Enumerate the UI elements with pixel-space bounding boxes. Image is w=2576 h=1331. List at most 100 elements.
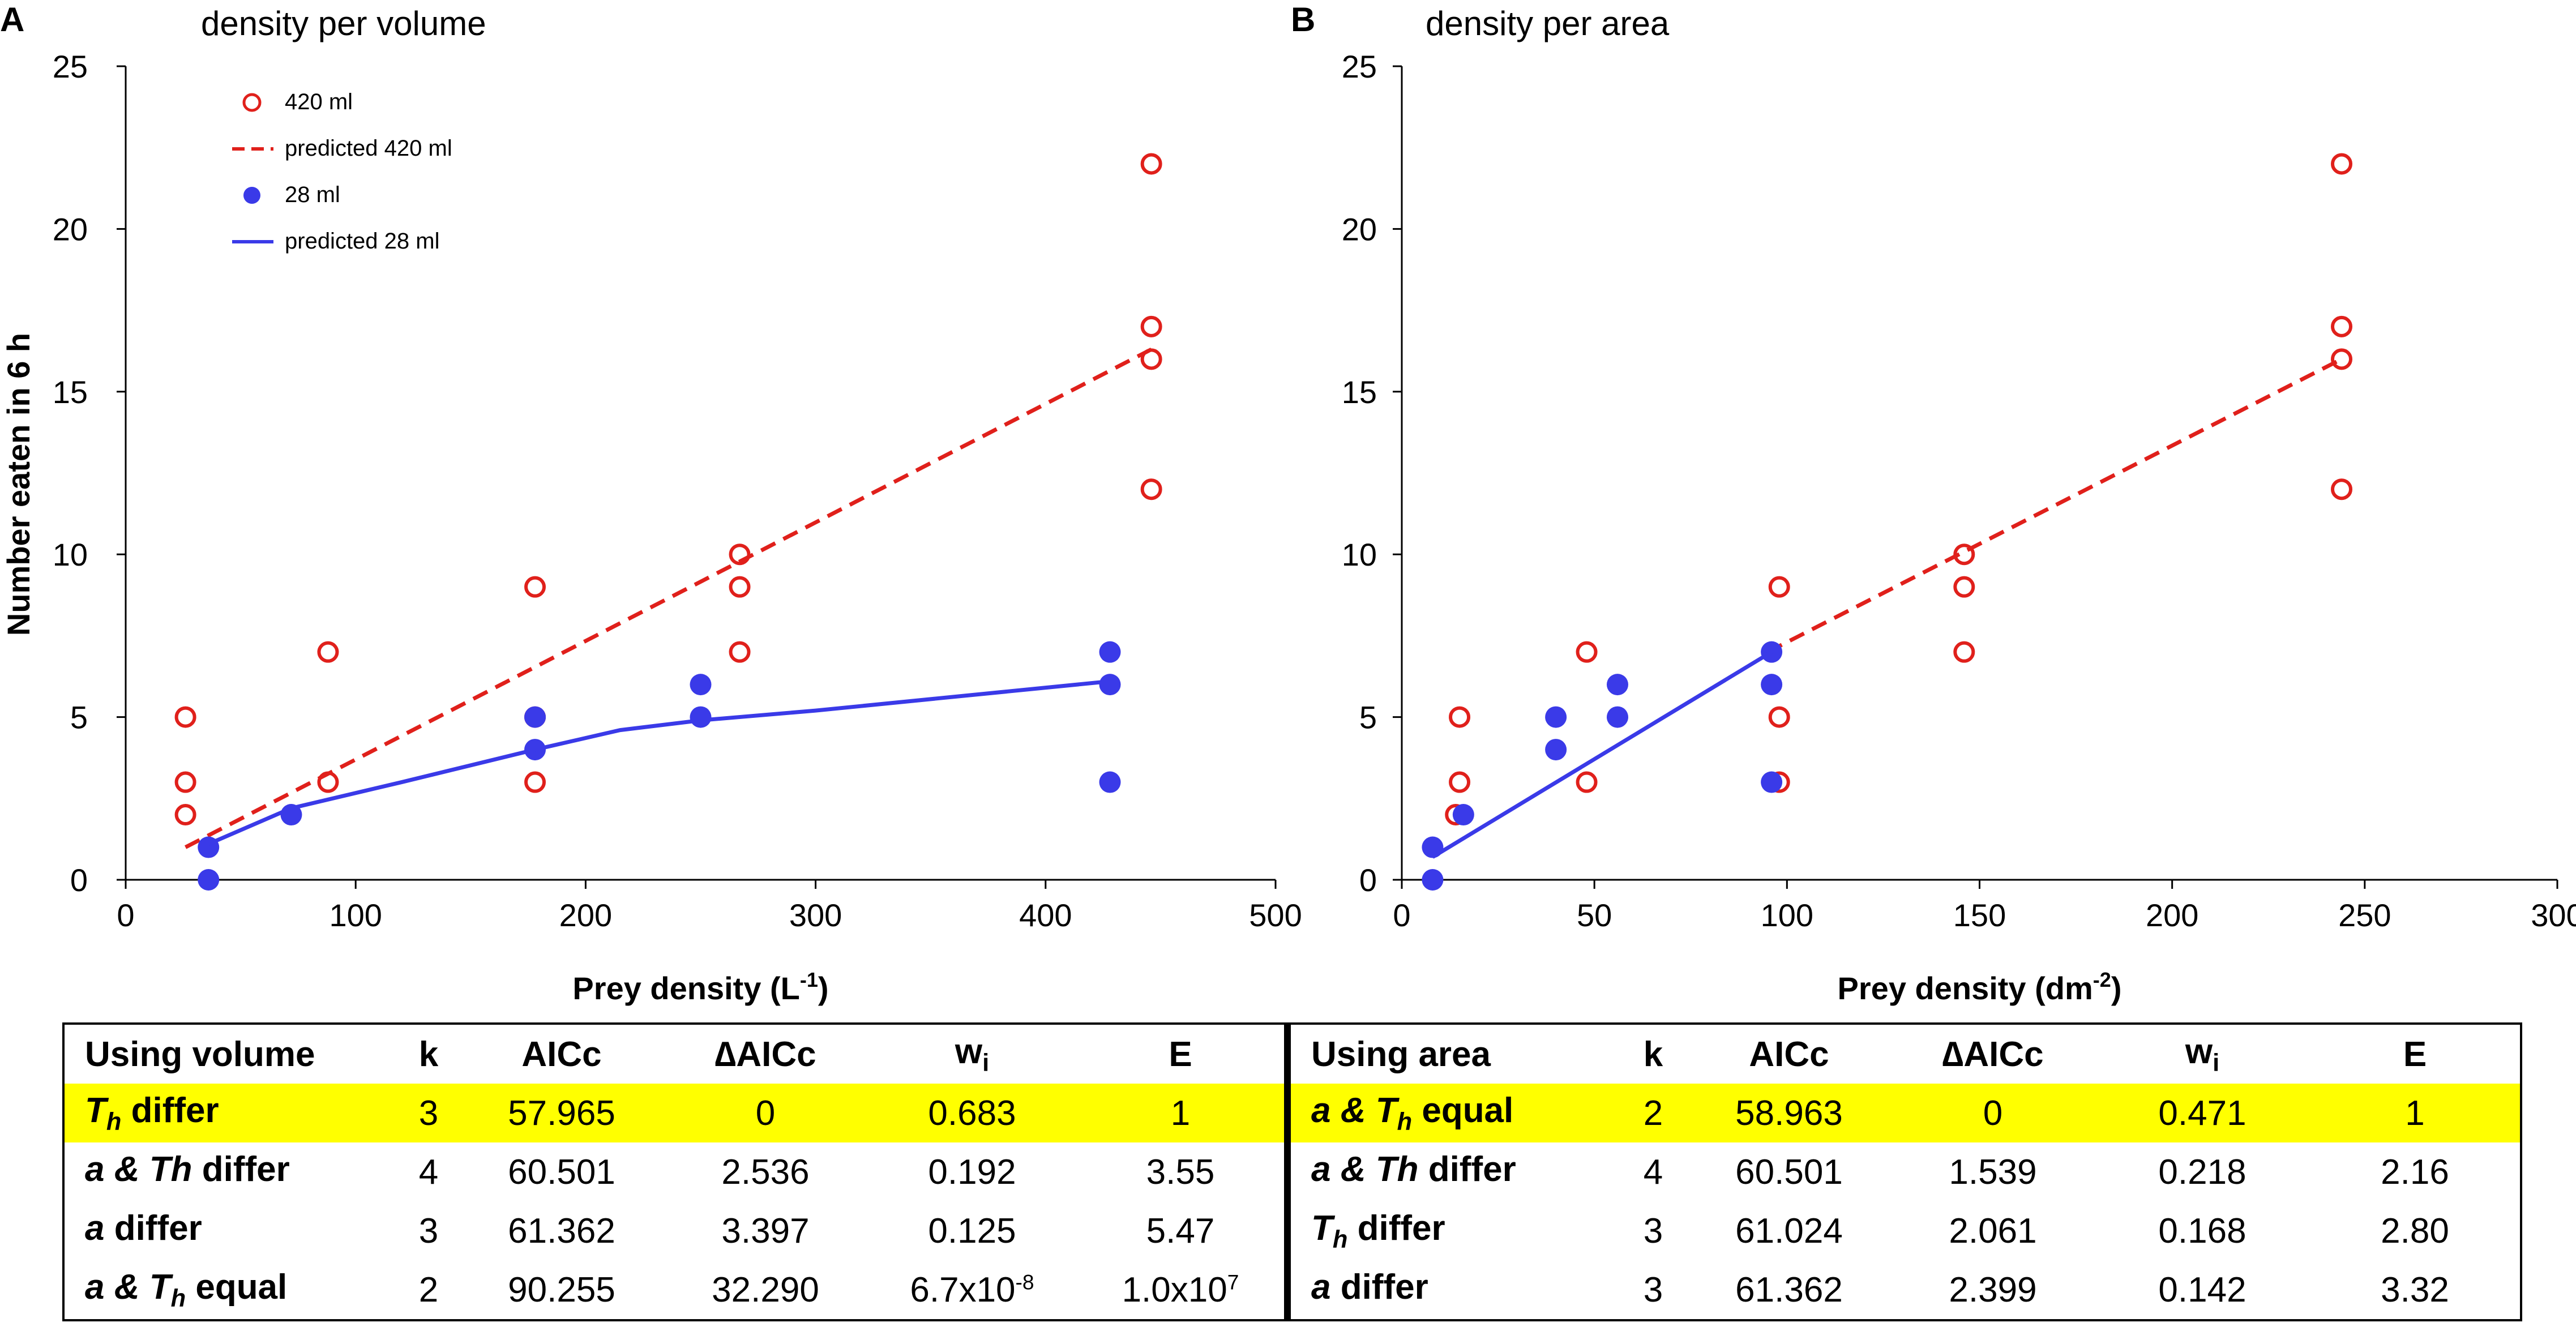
table-area: Using area k AICc ∆AICc wi E a & Th equa…	[1291, 1022, 2522, 1321]
k-value: 4	[418, 1152, 439, 1192]
y-tick-label: 10	[53, 537, 88, 572]
delta-aicc-value: 2.061	[1949, 1211, 2037, 1251]
data-point-28ml	[1099, 771, 1121, 793]
x-tick-label: 200	[559, 897, 612, 933]
data-point-28ml	[1545, 739, 1567, 761]
data-point-420ml	[1449, 771, 1471, 793]
table-volume-header-w: wi	[955, 1032, 990, 1077]
delta-aicc-value: 0	[1891, 1084, 2095, 1142]
y-tick-label: 5	[1359, 700, 1377, 735]
data-point-28ml	[1761, 674, 1783, 696]
data-point-420ml	[1449, 706, 1471, 728]
data-point-420ml	[174, 706, 196, 728]
x-tick-label: 0	[117, 897, 134, 933]
data-point-420ml	[729, 641, 751, 663]
table-volume-row: a & Th equal 2 90.255 32.290 6.7x10-8 1.0x107	[63, 1260, 1287, 1320]
data-point-28ml	[690, 674, 712, 696]
data-point-420ml	[2331, 315, 2353, 337]
table-area-header-aicc: AICc	[1749, 1034, 1829, 1074]
evidence-ratio-value: 1	[2310, 1084, 2521, 1142]
data-point-420ml	[1953, 576, 1975, 598]
legend: 420 ml predicted 420 ml 28 ml predicted 28 …	[232, 89, 452, 254]
data-point-28ml	[1422, 869, 1444, 891]
series-predicted-420-ml	[185, 347, 1153, 849]
data-point-420ml	[1576, 771, 1598, 793]
model-name: a differ	[1311, 1267, 1428, 1307]
chart-title: density per area	[1426, 5, 1670, 42]
aicc-value: 60.501	[1735, 1152, 1843, 1192]
model-name: Th differ	[63, 1084, 397, 1142]
evidence-ratio-value: 2.80	[2381, 1211, 2449, 1251]
x-tick-label: 300	[789, 897, 842, 933]
x-axis-title: Prey density (dm-2)	[1838, 968, 2122, 1006]
k-value: 4	[1643, 1152, 1663, 1192]
table-area-row: a differ 3 61.362 2.399 0.142 3.32	[1291, 1260, 2521, 1320]
x-tick-label: 300	[2531, 897, 2576, 933]
series-predicted-28-ml	[1431, 650, 1773, 859]
model-name: a & Th differ	[1311, 1149, 1516, 1189]
x-axis-title: Prey density (L-1)	[572, 968, 828, 1006]
panel-label: B	[1291, 1, 1315, 38]
delta-aicc-value: 2.399	[1949, 1270, 2037, 1309]
y-tick-label: 25	[53, 49, 88, 84]
data-point-420ml	[1576, 641, 1598, 663]
table-area-row: Th differ 3 61.024 2.061 0.168 2.80	[1291, 1201, 2521, 1260]
y-tick-label: 15	[53, 374, 88, 410]
weight-value: 6.7x10-8	[910, 1269, 1034, 1309]
y-tick-label: 0	[70, 862, 88, 898]
model-name: a differ	[85, 1208, 202, 1248]
table-area-header-k: k	[1643, 1034, 1663, 1074]
k-value: 3	[418, 1211, 439, 1251]
table-area-header-label: Using area	[1311, 1034, 1491, 1074]
data-point-28ml	[1452, 804, 1474, 826]
data-point-420ml	[1768, 706, 1790, 728]
table-volume: Using volume k AICc ∆AICc wi E Th differ…	[62, 1022, 1291, 1321]
x-tick-label: 200	[2146, 897, 2198, 933]
series-28-ml	[198, 641, 1121, 891]
legend-marker-filled	[243, 187, 260, 204]
delta-aicc-value: 1.539	[1949, 1152, 2037, 1192]
weight-value: 0.142	[2158, 1270, 2246, 1309]
data-point-28ml	[1606, 674, 1628, 696]
x-axis-title-main: Prey density (L	[572, 970, 799, 1006]
y-tick-label: 5	[70, 700, 88, 735]
data-point-28ml	[1761, 771, 1783, 793]
evidence-ratio-value: 1	[1077, 1084, 1287, 1142]
model-name: Th differ	[1311, 1208, 1445, 1253]
data-point-420ml	[1140, 478, 1162, 500]
table-volume-header-e: E	[1169, 1034, 1192, 1074]
legend-marker-open	[242, 93, 262, 112]
predicted-420ml-line	[1766, 357, 2343, 654]
legend-label: predicted 420 ml	[285, 136, 452, 161]
aicc-value: 61.362	[1735, 1270, 1843, 1309]
model-comparison-tables: Using volume k AICc ∆AICc wi E Th differ…	[62, 1022, 2522, 1331]
evidence-ratio-value: 1.0x107	[1122, 1269, 1239, 1309]
evidence-ratio-value: 2.16	[2381, 1152, 2449, 1192]
k-value: 3	[1643, 1211, 1663, 1251]
data-point-420ml	[2331, 478, 2353, 500]
data-point-28ml	[198, 869, 220, 891]
y-axis-title: Number eaten in 6 h	[1, 333, 36, 636]
data-point-420ml	[174, 804, 196, 826]
aicc-value: 60.501	[508, 1152, 615, 1192]
y-tick-label: 20	[1342, 211, 1377, 247]
evidence-ratio-value: 5.47	[1146, 1211, 1215, 1251]
table-volume-row: a & Th differ 4 60.501 2.536 0.192 3.55	[63, 1142, 1287, 1201]
chart-title: density per volume	[201, 5, 486, 42]
weight-value: 0.168	[2158, 1211, 2246, 1251]
data-point-420ml	[524, 771, 546, 793]
legend-label: 420 ml	[285, 89, 353, 114]
y-tick-label: 20	[53, 211, 88, 247]
predicted-28ml-line	[1431, 650, 1773, 859]
weight-value: 0.192	[928, 1152, 1016, 1192]
x-axis-title-end: )	[818, 970, 829, 1006]
series-420-ml	[174, 153, 1162, 826]
aicc-value: 61.024	[1735, 1211, 1843, 1251]
delta-aicc-value: 0	[664, 1084, 867, 1142]
x-tick-label: 250	[2338, 897, 2391, 933]
panel-label: A	[0, 1, 24, 38]
data-point-28ml	[1606, 706, 1628, 728]
